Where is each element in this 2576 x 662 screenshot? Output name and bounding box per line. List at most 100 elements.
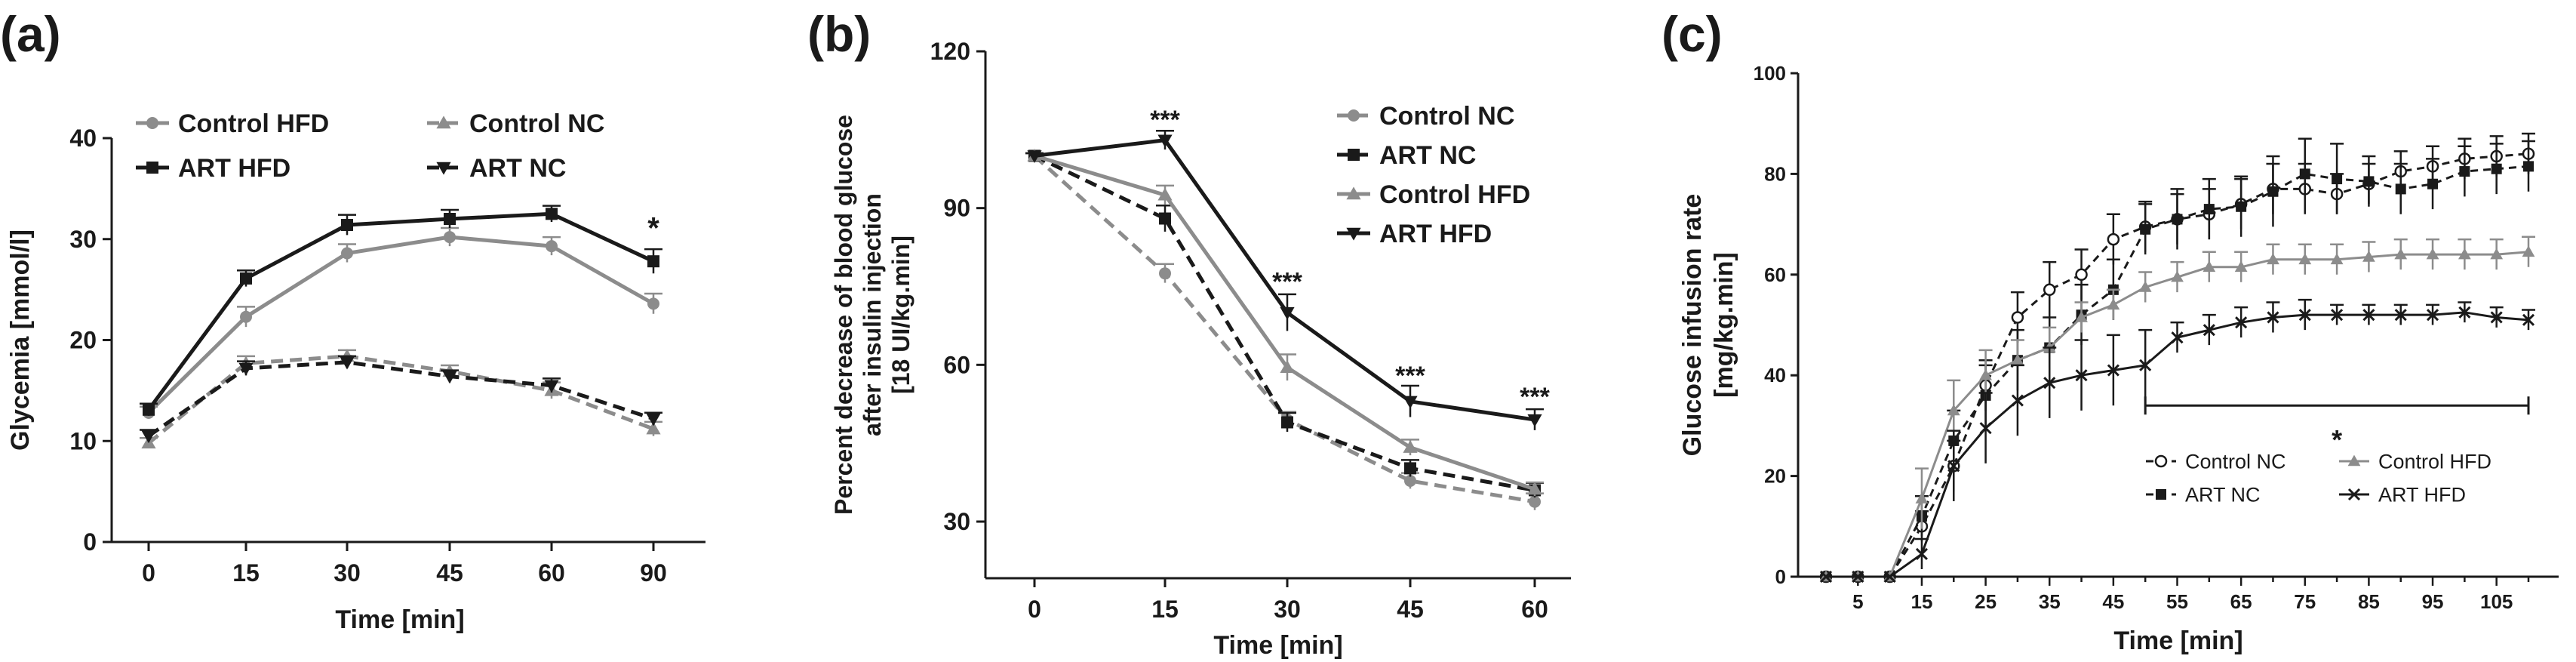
legend-item: ART HFD bbox=[136, 154, 290, 183]
series-line bbox=[146, 211, 655, 411]
data-point bbox=[2331, 309, 2344, 322]
data-point bbox=[2171, 331, 2184, 344]
data-point bbox=[1403, 440, 1418, 453]
x-tick-label: 55 bbox=[2166, 590, 2188, 613]
data-point bbox=[2267, 186, 2279, 197]
data-point bbox=[647, 297, 659, 310]
y-tick-label: 80 bbox=[1764, 162, 1786, 185]
chart-b: 30 60 90 120 Percent decrease of blood gluco… bbox=[830, 38, 1571, 660]
data-point bbox=[1979, 368, 1992, 380]
legend-item: Control HFD bbox=[136, 109, 329, 138]
data-point bbox=[544, 380, 559, 393]
x-tick-label: 45 bbox=[436, 559, 463, 587]
x-tick-label: 60 bbox=[538, 559, 565, 587]
data-point bbox=[2458, 248, 2471, 260]
data-point bbox=[2299, 168, 2310, 180]
series-art-hfd bbox=[1025, 129, 1544, 430]
data-point bbox=[2394, 248, 2408, 260]
data-point bbox=[2522, 245, 2535, 257]
x-tick-label: 105 bbox=[2480, 590, 2513, 613]
data-point bbox=[444, 213, 456, 225]
chart-c: 0 20 40 60 80 100 Glucose infusion rate [mg/kg.… bbox=[1678, 62, 2559, 655]
data-point bbox=[1404, 462, 1416, 475]
x-tick-label: 90 bbox=[640, 559, 667, 587]
data-point bbox=[1947, 404, 1960, 416]
data-point bbox=[2203, 324, 2215, 337]
data-point bbox=[2236, 201, 2247, 212]
series-line bbox=[147, 354, 654, 445]
series-control-nc bbox=[140, 349, 662, 449]
legend-swatch-marker bbox=[2347, 454, 2361, 466]
data-point bbox=[646, 421, 661, 435]
data-point bbox=[2140, 223, 2151, 235]
x-tick-label: 45 bbox=[2102, 590, 2124, 613]
data-point bbox=[2075, 268, 2088, 282]
data-point bbox=[2234, 260, 2248, 272]
legend-item: ART NC bbox=[2146, 484, 2261, 507]
data-point bbox=[2011, 353, 2024, 365]
legend-label: Control HFD bbox=[1379, 180, 1530, 209]
x-tick-label: 75 bbox=[2294, 590, 2316, 613]
data-point bbox=[2298, 309, 2311, 322]
legend-label: ART NC bbox=[2185, 484, 2261, 507]
data-point bbox=[2523, 161, 2534, 172]
data-point bbox=[546, 208, 558, 220]
legend-label: ART HFD bbox=[1379, 220, 1492, 248]
data-point bbox=[1280, 306, 1295, 320]
legend-swatch-marker bbox=[1346, 227, 1361, 241]
data-point bbox=[2267, 311, 2279, 324]
x-tick-label: 65 bbox=[2230, 590, 2252, 613]
x-tick-label: 30 bbox=[334, 559, 361, 587]
y-tick-label: 30 bbox=[943, 508, 970, 535]
legend-swatch-marker bbox=[436, 115, 451, 129]
data-point bbox=[341, 219, 353, 232]
data-point bbox=[2362, 309, 2375, 322]
significance-marker: * bbox=[647, 211, 659, 245]
data-point bbox=[1915, 492, 1929, 503]
panel-label-c: (c) bbox=[1661, 6, 1723, 62]
y-axis-label: Percent decrease of blood glucoseafter i… bbox=[830, 115, 915, 515]
data-point bbox=[2491, 163, 2502, 174]
data-point bbox=[2395, 183, 2406, 195]
data-point bbox=[546, 240, 558, 253]
significance-bar bbox=[2144, 396, 2530, 415]
x-axis-label: Time [min] bbox=[2113, 627, 2242, 655]
data-point bbox=[2426, 309, 2439, 322]
significance-marker: *** bbox=[1150, 106, 1180, 134]
x-axis-label: Time [min] bbox=[335, 605, 464, 634]
data-point bbox=[1159, 267, 1171, 280]
data-point bbox=[141, 430, 156, 444]
legend-swatch-marker bbox=[2154, 454, 2168, 468]
y-tick-label: 0 bbox=[1775, 565, 1786, 588]
y-tick-label: 120 bbox=[930, 38, 970, 65]
y-tick-label: 10 bbox=[69, 427, 97, 454]
data-point bbox=[2362, 251, 2375, 262]
y-tick-label: 30 bbox=[69, 226, 97, 253]
x-tick-label: 60 bbox=[1521, 596, 1548, 623]
x-tick-label: 25 bbox=[1975, 590, 1997, 613]
legend-swatch-marker bbox=[2156, 489, 2166, 500]
data-point bbox=[143, 403, 155, 416]
legend-label: ART HFD bbox=[2378, 484, 2466, 507]
data-point bbox=[1529, 495, 1541, 508]
legend-label: Control HFD bbox=[2378, 451, 2491, 473]
legend-swatch-marker bbox=[146, 162, 158, 174]
data-point bbox=[2075, 311, 2088, 322]
data-point bbox=[1157, 134, 1173, 148]
legend-item: ART HFD bbox=[2339, 484, 2466, 507]
data-point bbox=[2330, 253, 2344, 265]
y-tick-label: 20 bbox=[69, 327, 97, 354]
data-point bbox=[2075, 369, 2088, 382]
x-tick-label: 45 bbox=[1397, 596, 1424, 623]
y-tick-label: 60 bbox=[943, 351, 970, 378]
data-point bbox=[2458, 306, 2471, 319]
legend-label: Control NC bbox=[469, 109, 604, 138]
legend-item: ART NC bbox=[1337, 141, 1476, 170]
legend-item: Control HFD bbox=[2339, 451, 2491, 473]
y-axis-label: Glycemia [mmol/l] bbox=[6, 229, 35, 451]
legend-swatch-marker bbox=[1346, 186, 1361, 200]
legend-label: ART HFD bbox=[178, 154, 290, 183]
data-point bbox=[1527, 414, 1542, 427]
legend-label: Control HFD bbox=[178, 109, 329, 138]
data-point bbox=[1280, 360, 1295, 373]
